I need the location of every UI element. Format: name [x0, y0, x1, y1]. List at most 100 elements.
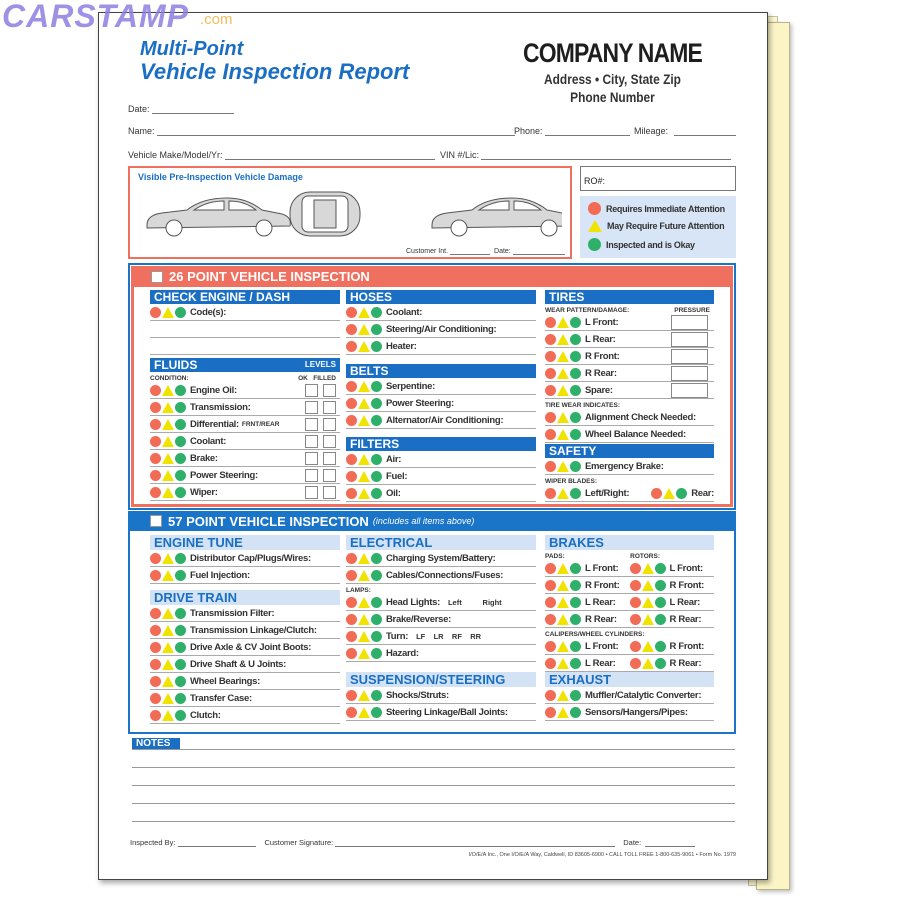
yellow-triangle-icon[interactable] [641, 657, 654, 669]
red-circle-icon[interactable] [150, 675, 161, 687]
inspection-item[interactable]: Brake: [150, 450, 340, 467]
yellow-triangle-icon[interactable] [557, 384, 569, 396]
status-indicators[interactable] [629, 613, 666, 625]
red-circle-icon[interactable] [150, 658, 161, 670]
yellow-triangle-icon[interactable] [162, 569, 174, 581]
status-indicators[interactable] [346, 569, 382, 581]
green-circle-icon[interactable] [175, 486, 186, 498]
red-circle-icon[interactable] [150, 486, 161, 498]
inspection-item[interactable]: Steering Linkage/Ball Joints: [346, 704, 536, 721]
yellow-triangle-icon[interactable] [162, 641, 174, 653]
red-circle-icon[interactable] [545, 596, 556, 608]
inspection-item[interactable]: Muffler/Catalytic Converter: [545, 687, 714, 704]
inspection-item[interactable]: R Rear: [545, 365, 714, 382]
status-indicators[interactable] [346, 613, 382, 625]
red-circle-icon[interactable] [346, 647, 357, 659]
yellow-triangle-icon[interactable] [162, 384, 174, 396]
green-circle-icon[interactable] [570, 350, 581, 362]
status-indicators[interactable] [346, 453, 382, 465]
inspection-item-pair[interactable]: L Front: L Front: [545, 560, 714, 577]
status-indicators[interactable] [346, 706, 382, 718]
pressure-box[interactable] [671, 366, 708, 381]
inspection-item[interactable]: Drive Axle & CV Joint Boots: [150, 639, 340, 656]
green-circle-icon[interactable] [371, 397, 382, 409]
notes-line[interactable] [132, 821, 735, 822]
ok-checkbox[interactable] [305, 401, 318, 414]
red-circle-icon[interactable] [346, 306, 357, 318]
green-circle-icon[interactable] [175, 435, 186, 447]
red-circle-icon[interactable] [651, 487, 663, 499]
green-circle-icon[interactable] [570, 579, 581, 591]
red-circle-icon[interactable] [629, 562, 641, 574]
green-circle-icon[interactable] [570, 562, 581, 574]
ok-checkbox[interactable] [305, 469, 318, 482]
status-indicators[interactable] [346, 689, 382, 701]
yellow-triangle-icon[interactable] [162, 452, 174, 464]
yellow-triangle-icon[interactable] [358, 470, 370, 482]
inspection-item[interactable]: R Rear: [629, 657, 715, 669]
yellow-triangle-icon[interactable] [557, 640, 569, 652]
green-circle-icon[interactable] [570, 316, 581, 328]
inspection-item[interactable]: R Front: [545, 348, 714, 365]
green-circle-icon[interactable] [570, 428, 581, 440]
inspection-item[interactable]: Coolant: [346, 304, 536, 321]
inspection-item[interactable]: L Front: [545, 562, 630, 574]
yellow-triangle-icon[interactable] [162, 418, 174, 430]
green-circle-icon[interactable] [676, 487, 688, 499]
status-indicators[interactable] [346, 323, 382, 335]
red-circle-icon[interactable] [346, 630, 357, 642]
status-indicators[interactable] [150, 384, 186, 396]
red-circle-icon[interactable] [545, 689, 556, 701]
inspection-item[interactable]: Cables/Connections/Fuses: [346, 567, 536, 584]
green-circle-icon[interactable] [570, 367, 581, 379]
inspection-item-pair[interactable]: R Front: R Front: [545, 577, 714, 594]
red-circle-icon[interactable] [150, 401, 161, 413]
yellow-triangle-icon[interactable] [557, 579, 569, 591]
inspection-item-pair[interactable]: Left/Right: Rear: [545, 485, 714, 502]
filled-checkbox[interactable] [323, 435, 336, 448]
green-circle-icon[interactable] [371, 613, 382, 625]
yellow-triangle-icon[interactable] [557, 411, 569, 423]
yellow-triangle-icon[interactable] [641, 562, 654, 574]
green-circle-icon[interactable] [570, 689, 581, 701]
red-circle-icon[interactable] [545, 460, 556, 472]
green-circle-icon[interactable] [371, 596, 382, 608]
red-circle-icon[interactable] [346, 453, 357, 465]
red-circle-icon[interactable] [346, 569, 357, 581]
red-circle-icon[interactable] [545, 350, 556, 362]
yellow-triangle-icon[interactable] [162, 401, 174, 413]
red-circle-icon[interactable] [150, 552, 161, 564]
inspection-item[interactable]: R Rear: [629, 613, 715, 625]
green-circle-icon[interactable] [371, 630, 382, 642]
status-indicators[interactable] [545, 579, 581, 591]
status-indicators[interactable] [629, 657, 666, 669]
filled-checkbox[interactable] [323, 401, 336, 414]
red-circle-icon[interactable] [150, 435, 161, 447]
vin-field[interactable]: VIN #/Lic: [440, 150, 732, 160]
status-indicators[interactable] [629, 596, 666, 608]
inspection-item[interactable]: Turn: LF LR RF RR [346, 628, 536, 645]
notes-line[interactable] [132, 785, 735, 786]
yellow-triangle-icon[interactable] [162, 692, 174, 704]
inspection-item[interactable]: Wheel Balance Needed: [545, 426, 714, 443]
status-indicators[interactable] [150, 435, 186, 447]
yellow-triangle-icon[interactable] [557, 487, 569, 499]
yellow-triangle-icon[interactable] [358, 487, 370, 499]
status-indicators[interactable] [346, 647, 382, 659]
yellow-triangle-icon[interactable] [162, 709, 174, 721]
customer-initials-field[interactable]: Customer Int. Date: [406, 248, 565, 255]
yellow-triangle-icon[interactable] [162, 675, 174, 687]
green-circle-icon[interactable] [654, 657, 666, 669]
red-circle-icon[interactable] [545, 706, 556, 718]
green-circle-icon[interactable] [654, 579, 666, 591]
inspection-item[interactable]: Transfer Case: [150, 690, 340, 707]
status-indicators[interactable] [545, 689, 581, 701]
filled-checkbox[interactable] [323, 469, 336, 482]
inspection-item[interactable]: R Front: [545, 579, 630, 591]
red-circle-icon[interactable] [346, 706, 357, 718]
yellow-triangle-icon[interactable] [641, 579, 654, 591]
status-indicators[interactable] [545, 460, 581, 472]
ok-checkbox[interactable] [305, 384, 318, 397]
status-indicators[interactable] [150, 624, 186, 636]
green-circle-icon[interactable] [371, 689, 382, 701]
